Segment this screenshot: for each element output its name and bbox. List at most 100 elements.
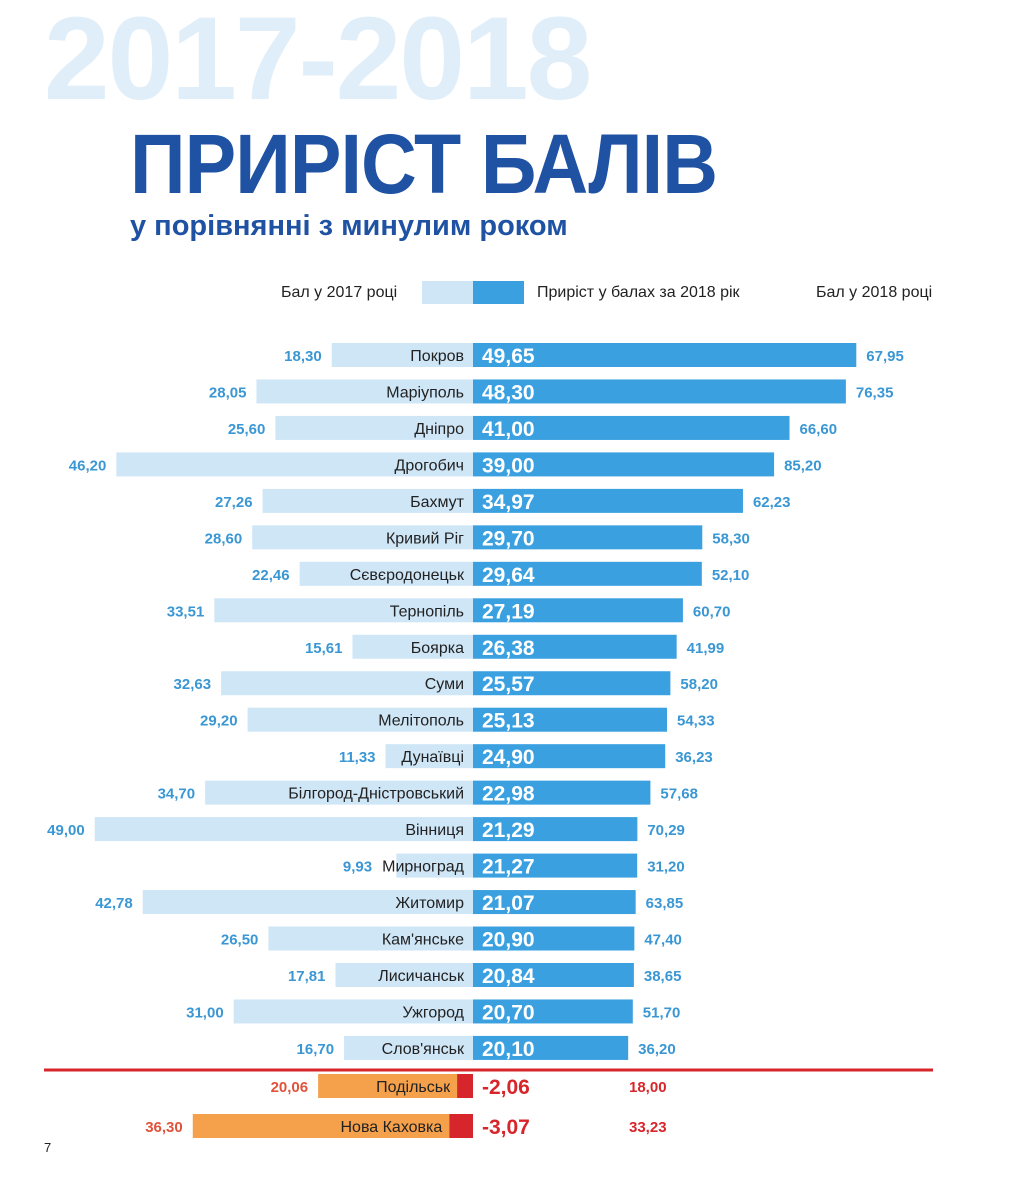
bar-2017 bbox=[252, 525, 473, 550]
value-2018: 58,30 bbox=[712, 530, 750, 547]
value-2017: 22,46 bbox=[252, 567, 290, 584]
bar-2017 bbox=[221, 671, 473, 696]
bar-growth bbox=[473, 598, 683, 623]
category-label: Лисичанськ bbox=[378, 968, 465, 985]
bar-2017 bbox=[352, 634, 473, 659]
value-2018: 62,23 bbox=[753, 494, 791, 511]
value-growth: 20,10 bbox=[482, 1038, 535, 1061]
legend-label-2017: Бал у 2017 році bbox=[281, 284, 398, 301]
bar-2017 bbox=[116, 452, 473, 477]
value-growth: 20,90 bbox=[482, 929, 535, 952]
bar-2017 bbox=[247, 707, 473, 732]
category-label: Слов'янськ bbox=[382, 1041, 465, 1058]
value-2018: 67,95 bbox=[866, 348, 904, 365]
category-label: Сєвєродонецьк bbox=[350, 567, 465, 584]
bar-2017 bbox=[268, 926, 473, 951]
category-label: Боярка bbox=[411, 640, 464, 657]
value-growth: 25,57 bbox=[482, 673, 535, 696]
bar-growth bbox=[473, 817, 638, 842]
value-growth: 41,00 bbox=[482, 418, 535, 441]
value-2018: 76,35 bbox=[856, 384, 894, 401]
category-label: Кам'янське bbox=[382, 932, 464, 949]
bar-2017 bbox=[142, 890, 473, 915]
background-years: 2017-2018 bbox=[44, 0, 592, 125]
value-2017: 49,00 bbox=[47, 822, 85, 839]
value-2018: 57,68 bbox=[660, 786, 698, 803]
value-growth: 29,64 bbox=[482, 564, 535, 587]
bar-growth bbox=[473, 671, 671, 696]
value-2018: 63,85 bbox=[646, 895, 684, 912]
value-2017: 31,00 bbox=[186, 1004, 224, 1021]
category-label: Нова Каховка bbox=[340, 1119, 442, 1136]
bar-growth bbox=[473, 1035, 629, 1060]
value-2018: 58,20 bbox=[680, 676, 718, 693]
value-growth: 20,84 bbox=[482, 965, 535, 988]
value-2017: 25,60 bbox=[228, 421, 266, 438]
value-2018: 70,29 bbox=[647, 822, 685, 839]
category-label: Дніпро bbox=[414, 421, 464, 438]
bar-2017 bbox=[275, 415, 473, 440]
category-label: Суми bbox=[425, 676, 464, 693]
page-title: ПРИРІСТ БАЛІВ bbox=[130, 117, 718, 211]
value-2017: 15,61 bbox=[305, 640, 343, 657]
value-2017: 26,50 bbox=[221, 932, 259, 949]
value-2017: 29,20 bbox=[200, 713, 238, 730]
value-2018: 41,99 bbox=[687, 640, 725, 657]
value-2017: 11,33 bbox=[339, 749, 376, 766]
legend-swatch-growth bbox=[473, 281, 524, 304]
bar-2018-decline-base bbox=[192, 1114, 450, 1138]
value-2017: 18,30 bbox=[284, 348, 322, 365]
category-label: Мирноград bbox=[382, 859, 465, 876]
bar-growth bbox=[473, 926, 635, 951]
bar-2017 bbox=[233, 999, 473, 1024]
value-growth: 24,90 bbox=[482, 746, 535, 769]
bar-2017 bbox=[256, 379, 473, 404]
bar-2018-decline-base bbox=[318, 1074, 458, 1098]
bar-growth bbox=[473, 452, 775, 477]
value-2018: 66,60 bbox=[800, 421, 838, 438]
value-2017: 9,93 bbox=[343, 859, 372, 876]
category-label: Дрогобич bbox=[395, 457, 464, 474]
value-2017: 32,63 bbox=[174, 676, 212, 693]
value-growth: -2,06 bbox=[482, 1076, 530, 1099]
bar-growth bbox=[473, 379, 846, 404]
value-2018: 60,70 bbox=[693, 603, 731, 620]
bar-growth bbox=[473, 707, 668, 732]
value-2018: 18,00 bbox=[629, 1079, 667, 1096]
category-label: Кривий Ріг bbox=[386, 530, 464, 547]
bar-growth bbox=[473, 780, 651, 805]
value-growth: 27,19 bbox=[482, 600, 535, 623]
value-growth: 20,70 bbox=[482, 1001, 535, 1024]
category-label: Дунаївці bbox=[401, 749, 464, 766]
bar-2017 bbox=[335, 962, 473, 987]
category-label: Житомир bbox=[395, 895, 464, 912]
category-label: Покров bbox=[410, 348, 464, 365]
category-label: Тернопіль bbox=[390, 603, 464, 620]
page-number: 7 bbox=[44, 1140, 52, 1155]
value-growth: 26,38 bbox=[482, 637, 535, 660]
bar-growth bbox=[473, 890, 636, 915]
value-growth: 21,27 bbox=[482, 856, 535, 879]
value-growth: -3,07 bbox=[482, 1116, 530, 1139]
bar-growth bbox=[473, 962, 634, 987]
value-growth: 21,29 bbox=[482, 819, 535, 842]
value-2018: 47,40 bbox=[644, 932, 682, 949]
value-growth: 34,97 bbox=[482, 491, 535, 514]
value-2018: 54,33 bbox=[677, 713, 715, 730]
value-2017: 20,06 bbox=[271, 1079, 309, 1096]
bar-decline bbox=[449, 1114, 473, 1138]
legend-swatch-2017 bbox=[422, 281, 473, 304]
bar-2017 bbox=[385, 744, 473, 769]
bar-2017 bbox=[299, 561, 473, 586]
value-2017: 28,05 bbox=[209, 384, 247, 401]
value-2017: 33,51 bbox=[167, 603, 205, 620]
value-2018: 51,70 bbox=[643, 1004, 681, 1021]
value-2017: 42,78 bbox=[95, 895, 133, 912]
bar-growth bbox=[473, 415, 790, 440]
bar-decline bbox=[457, 1074, 473, 1098]
category-label: Ужгород bbox=[403, 1004, 465, 1021]
value-2017: 17,81 bbox=[288, 968, 326, 985]
value-2018: 38,65 bbox=[644, 968, 682, 985]
